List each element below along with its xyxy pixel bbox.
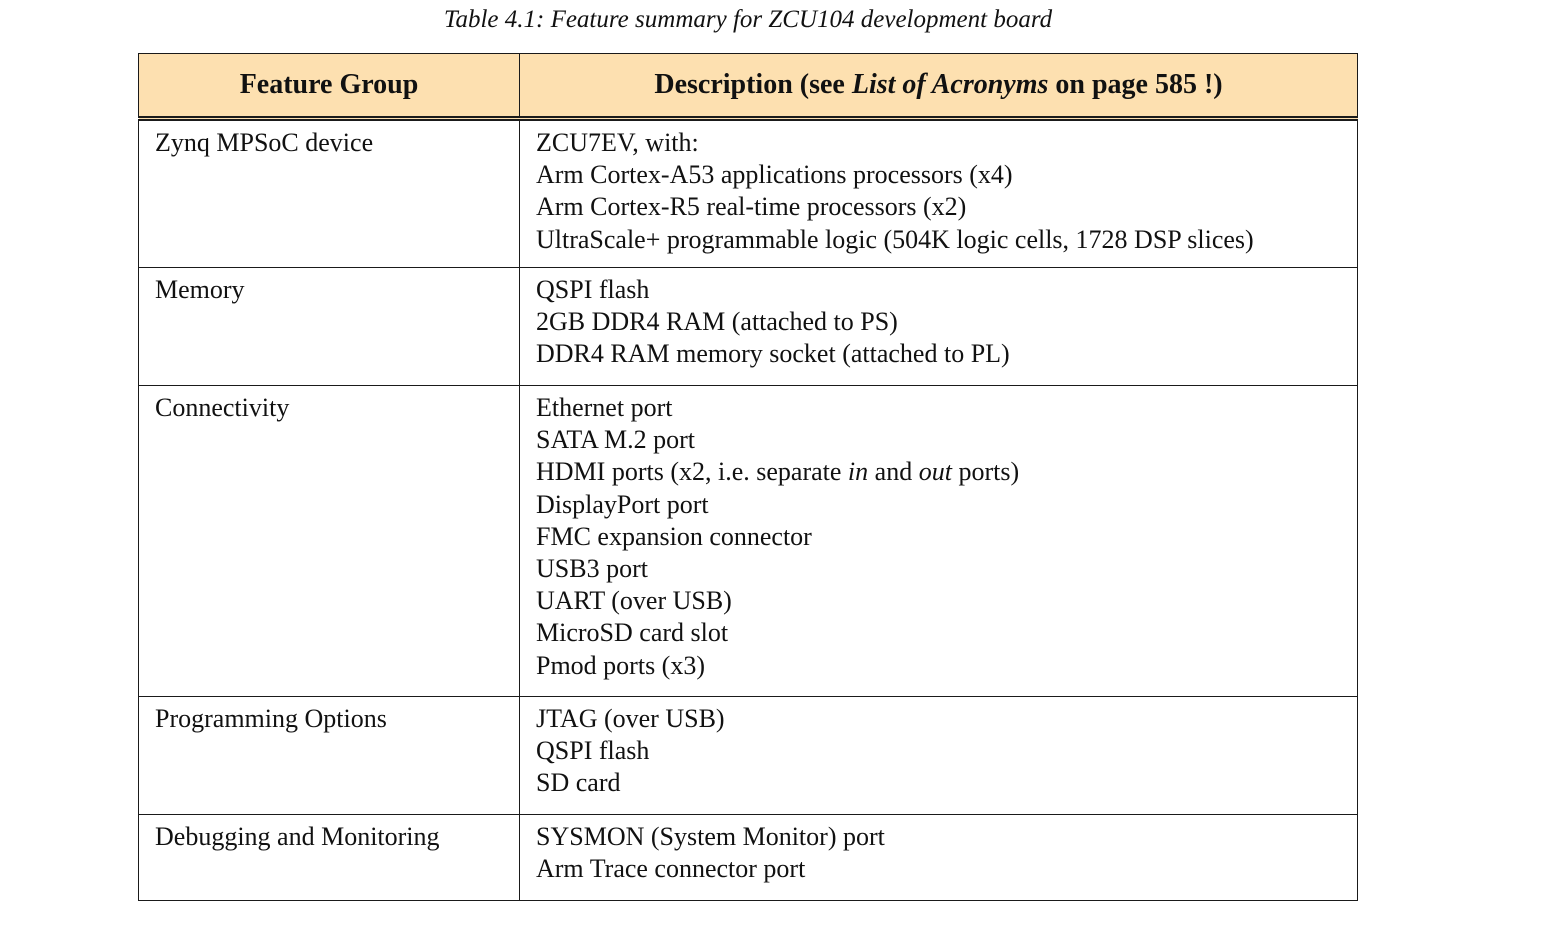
description-line: SATA M.2 port (536, 425, 695, 455)
hdmi-text-a: HDMI ports (x2, i.e. separate (536, 457, 848, 487)
table-row: Debugging and Monitoring SYSMON (System … (138, 814, 1358, 901)
table-caption: Table 4.1: Feature summary for ZCU104 de… (443, 6, 1053, 33)
header-description-prefix: Description (see (654, 69, 852, 100)
description-line: Arm Cortex-A53 applications processors (… (536, 160, 1013, 190)
description-line: DDR4 RAM memory socket (attached to PL) (536, 339, 1010, 369)
description-line: QSPI flash (536, 275, 650, 304)
description-line: MicroSD card slot (536, 618, 729, 648)
description-line: FMC expansion connector (536, 521, 812, 551)
description-cell: QSPI flash 2GB DDR4 RAM (attached to PS)… (519, 267, 1358, 386)
header-description: Description (see List of Acronyms on pag… (519, 53, 1358, 121)
description-line: QSPI flash (536, 736, 650, 766)
description-cell: JTAG (over USB) QSPI flash SD card (519, 696, 1358, 815)
description-line: Arm Cortex-R5 real-time processors (x2) (536, 192, 967, 222)
hdmi-text-e: ports) (951, 457, 1020, 487)
feature-group-cell: Programming Options (138, 696, 520, 815)
description-line: HDMI ports (x2, i.e. separate in and out… (536, 456, 1341, 488)
description-line: UART (over USB) (536, 586, 732, 616)
hdmi-out-italic: out (918, 457, 952, 487)
table-row: Connectivity Ethernet port SATA M.2 port… (138, 385, 1358, 697)
description-line: SYSMON (System Monitor) port (536, 822, 885, 851)
header-feature-group: Feature Group (138, 53, 520, 121)
description-line: UltraScale+ programmable logic (504K log… (536, 224, 1254, 254)
feature-group-cell: Zynq MPSoC device (138, 118, 520, 268)
table-row: Zynq MPSoC device ZCU7EV, with: Arm Cort… (138, 118, 1358, 268)
header-acronyms-reference: List of Acronyms (851, 69, 1049, 100)
hdmi-text-c: and (868, 457, 919, 487)
description-cell: SYSMON (System Monitor) port Arm Trace c… (519, 814, 1358, 901)
table-header-row: Feature Group Description (see List of A… (138, 53, 1358, 121)
feature-group-cell: Memory (138, 267, 520, 386)
description-line: 2GB DDR4 RAM (attached to PS) (536, 307, 898, 337)
description-cell: Ethernet port SATA M.2 port HDMI ports (… (519, 385, 1358, 697)
description-line: SD card (536, 768, 621, 798)
description-line: JTAG (over USB) (536, 704, 725, 733)
feature-group-cell: Debugging and Monitoring (138, 814, 520, 901)
description-line: Ethernet port (536, 393, 673, 422)
description-line: ZCU7EV, with: (536, 128, 699, 157)
description-line: USB3 port (536, 554, 648, 584)
description-line: DisplayPort port (536, 489, 709, 519)
table-row: Programming Options JTAG (over USB) QSPI… (138, 696, 1358, 815)
feature-summary-table: Feature Group Description (see List of A… (138, 53, 1358, 901)
description-line: Pmod ports (x3) (536, 650, 705, 680)
table-row: Memory QSPI flash 2GB DDR4 RAM (attached… (138, 267, 1358, 386)
description-line: Arm Trace connector port (536, 854, 806, 884)
hdmi-in-italic: in (847, 457, 869, 487)
header-description-suffix: on page 585 !) (1048, 69, 1223, 100)
description-cell: ZCU7EV, with: Arm Cortex-A53 application… (519, 118, 1358, 268)
feature-group-cell: Connectivity (138, 385, 520, 697)
